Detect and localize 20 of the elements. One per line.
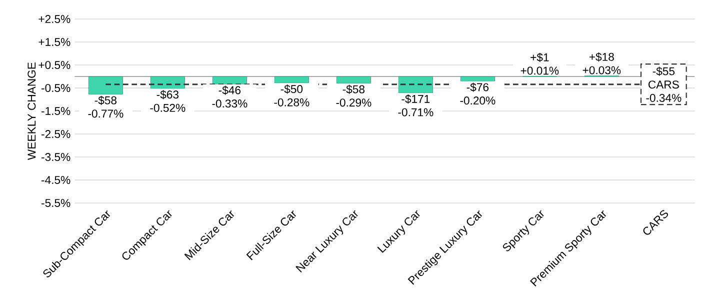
y-tick-label: -1.5%: [42, 107, 70, 115]
data-label: -$171 -0.71%: [398, 94, 434, 116]
y-axis-title: WEEKLY CHANGE: [28, 62, 36, 160]
y-tick-label: -2.5%: [42, 130, 70, 138]
y-tick-label: +1.5%: [38, 38, 70, 46]
data-label: +$18 +0.03%: [582, 52, 621, 74]
y-tick-label: -4.5%: [42, 176, 70, 184]
y-tick-label: -5.5%: [42, 199, 70, 207]
y-tick-label: +2.5%: [38, 15, 70, 24]
y-tick-label: -0.5%: [42, 84, 70, 92]
data-label: -$46 -0.33%: [212, 86, 248, 108]
y-tick-label: -3.5%: [42, 153, 70, 162]
data-label: -$50 -0.28%: [274, 84, 310, 106]
data-label: -$76 -0.20%: [460, 82, 496, 105]
ref-line-label: -$55 CARS -0.34%: [646, 66, 682, 102]
data-label: -$58 -0.29%: [336, 84, 372, 107]
data-label: +$1 +0.01%: [520, 52, 559, 75]
data-label: -$58 -0.77%: [88, 96, 124, 118]
y-tick-label: +0.5%: [38, 61, 70, 70]
data-label: -$63 -0.52%: [150, 90, 186, 112]
